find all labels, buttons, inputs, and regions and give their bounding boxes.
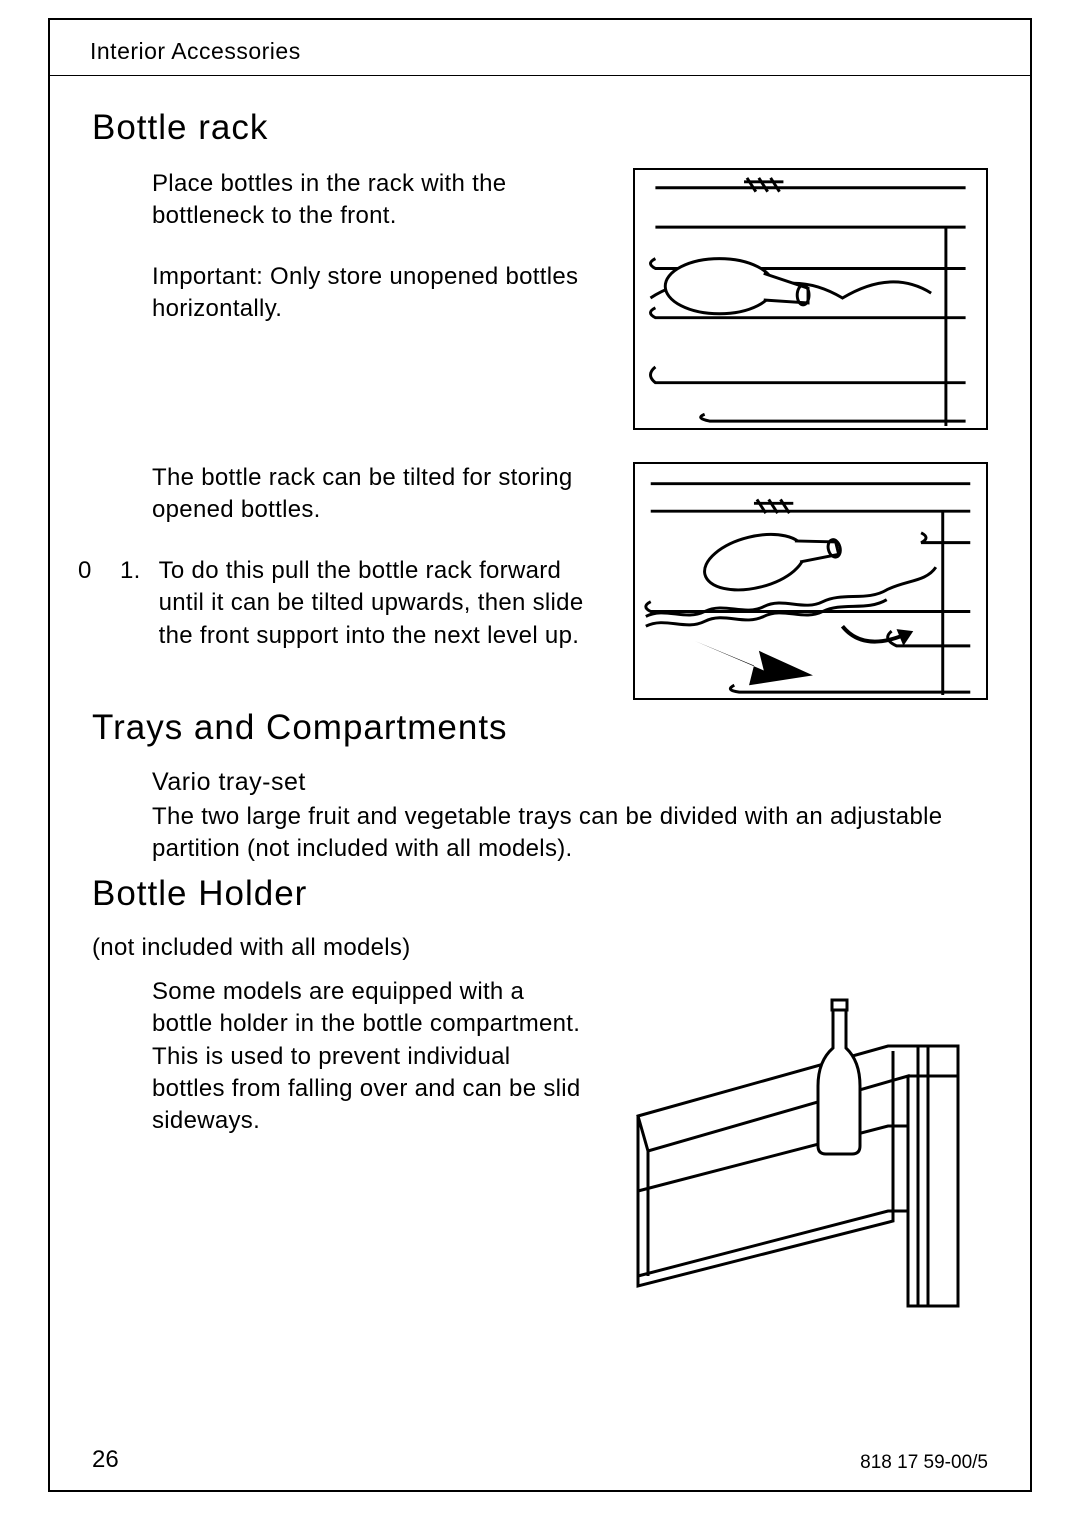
figure-bottle-holder — [608, 976, 988, 1316]
bottle-rack-row-2: The bottle rack can be tilted for storin… — [92, 462, 988, 700]
bottle-rack-text-2: The bottle rack can be tilted for storin… — [92, 462, 613, 652]
bottle-rack-para2: Important: Only store unopened bottles h… — [152, 261, 613, 326]
trays-body-block: Vario tray-set The two large fruit and v… — [152, 768, 988, 866]
page-number: 26 — [92, 1446, 119, 1474]
trays-body: The two large fruit and vegetable trays … — [152, 801, 988, 866]
document-code: 818 17 59-00/5 — [860, 1452, 988, 1474]
figure-bottle-rack-tilted — [633, 462, 988, 700]
header-section-name: Interior Accessories — [90, 38, 301, 65]
bottle-holder-body: Some models are equipped with a bottle h… — [152, 976, 588, 1138]
step-marker: 0 — [78, 555, 102, 587]
step-text: To do this pull the bottle rack forward … — [159, 555, 613, 652]
page-frame: Interior Accessories Bottle rack Place b… — [48, 18, 1032, 1492]
bottle-rack-title: Bottle rack — [92, 108, 988, 148]
trays-sub-heading: Vario tray-set — [152, 768, 988, 797]
figure-bottle-rack-flat — [633, 168, 988, 430]
trays-title: Trays and Compartments — [92, 708, 988, 748]
bottle-rack-text-1: Place bottles in the rack with the bottl… — [152, 168, 613, 354]
bottle-rack-step: 0 1. To do this pull the bottle rack for… — [78, 555, 613, 652]
bottle-rack-row-1: Place bottles in the rack with the bottl… — [92, 168, 988, 430]
bottle-rack-para3: The bottle rack can be tilted for storin… — [152, 462, 613, 527]
page-header: Interior Accessories — [50, 20, 1030, 76]
bottle-holder-note: (not included with all models) — [92, 934, 988, 962]
bottle-rack-para1: Place bottles in the rack with the bottl… — [152, 168, 613, 233]
page-footer: 26 818 17 59-00/5 — [92, 1446, 988, 1474]
bottle-holder-row: Some models are equipped with a bottle h… — [92, 976, 988, 1316]
page-content: Bottle rack Place bottles in the rack wi… — [50, 76, 1030, 1316]
bottle-holder-text: Some models are equipped with a bottle h… — [152, 976, 588, 1138]
step-number: 1. — [120, 555, 141, 587]
bottle-holder-title: Bottle Holder — [92, 874, 988, 914]
